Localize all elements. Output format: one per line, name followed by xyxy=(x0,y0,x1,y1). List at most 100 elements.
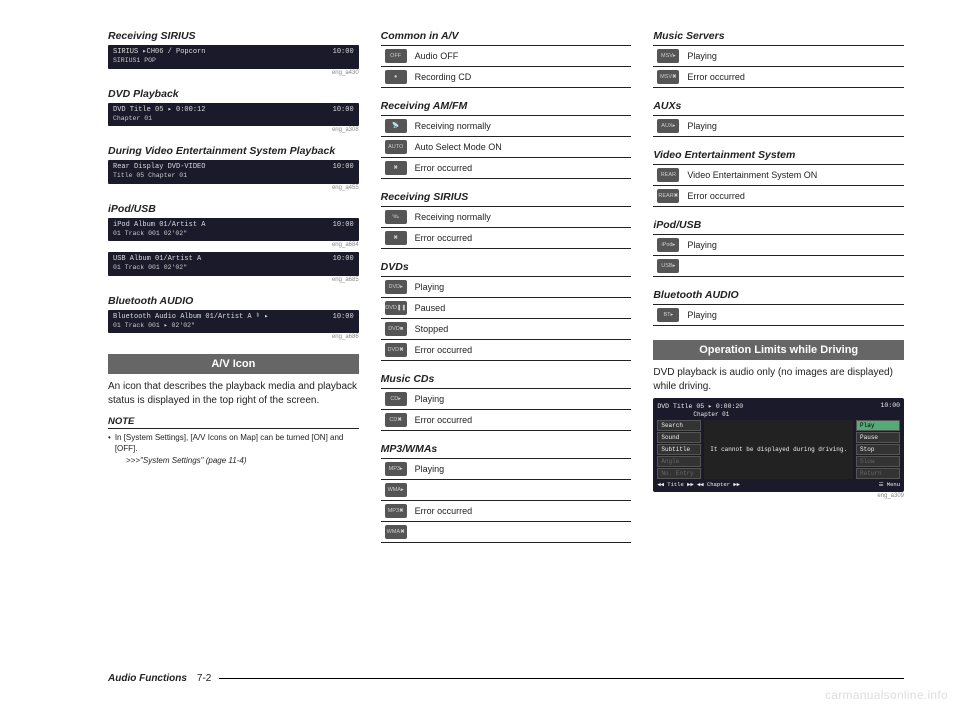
heading: AUXs xyxy=(653,100,904,112)
icon-section-sirius: Receiving SIRIUS 🛰Receiving normally✖Err… xyxy=(381,191,632,249)
image-ref: eng_a684 xyxy=(108,242,359,248)
menu-button: Search xyxy=(657,420,701,431)
image-ref: eng_a685 xyxy=(108,277,359,283)
menu-button: Subtitle xyxy=(657,444,701,455)
screen-text: Chapter 01 xyxy=(113,115,354,123)
paragraph: An icon that describes the playback medi… xyxy=(108,380,359,408)
table-row: DVD■Stopped xyxy=(381,319,632,340)
status-icon: USB▸ xyxy=(653,256,683,277)
status-label: Audio OFF xyxy=(411,46,632,67)
screenshot-ipod: iPod Album 01/Artist A 10:00 01 Track 00… xyxy=(108,218,359,242)
heading: Music Servers xyxy=(653,30,904,42)
note-text: In [System Settings], [A/V Icons on Map]… xyxy=(115,432,359,454)
screen-text: Rear Display DVD-VIDEO xyxy=(113,163,205,171)
status-icon: MSV▸ xyxy=(653,46,683,67)
icon-section-common: Common in A/V OFFAudio OFF●Recording CD xyxy=(381,30,632,88)
status-label: Error occurred xyxy=(411,158,632,179)
icon-table: 🛰Receiving normally✖Error occurred xyxy=(381,206,632,249)
status-icon: WMA▸ xyxy=(381,480,411,501)
watermark: carmanualsonline.info xyxy=(825,688,948,702)
table-row: WMA✖ xyxy=(381,522,632,543)
status-label: Video Entertainment System ON xyxy=(683,165,904,186)
icon-table: iPod▸PlayingUSB▸ xyxy=(653,234,904,277)
heading-dvd-playback: DVD Playback xyxy=(108,88,359,100)
image-ref: eng_a309 xyxy=(653,493,904,499)
icon-section-bt: Bluetooth AUDIO BT▸Playing xyxy=(653,289,904,326)
menu-button: No. Entry xyxy=(657,468,701,479)
screen-text: DVD Title 05 ▸ 0:00:20 xyxy=(657,402,743,410)
table-row: DVD▸Playing xyxy=(381,277,632,298)
menu-button: Return xyxy=(856,468,900,479)
note-heading: NOTE xyxy=(108,416,359,429)
screen-clock: 10:00 xyxy=(333,106,354,115)
status-label: Error occurred xyxy=(411,340,632,361)
status-label: Error occurred xyxy=(683,67,904,88)
table-row: 📡Receiving normally xyxy=(381,116,632,137)
footer-rule xyxy=(219,678,904,679)
heading: Receiving AM/FM xyxy=(381,100,632,112)
screenshot-usb: USB Album 01/Artist A 10:00 01 Track 001… xyxy=(108,252,359,276)
status-label: Error occurred xyxy=(411,228,632,249)
status-label xyxy=(411,480,632,501)
screen-clock: 10:00 xyxy=(333,313,354,322)
heading: iPod/USB xyxy=(653,219,904,231)
screenshot-bluetooth: Bluetooth Audio Album 01/Artist A ᵇ ▸ 10… xyxy=(108,310,359,334)
screen-clock: 10:00 xyxy=(333,48,354,57)
status-icon: DVD❚❚ xyxy=(381,298,411,319)
icon-table: DVD▸PlayingDVD❚❚PausedDVD■StoppedDVD✖Err… xyxy=(381,276,632,361)
menu-button: Play xyxy=(856,420,900,431)
status-icon: MP3✖ xyxy=(381,501,411,522)
icon-table: OFFAudio OFF●Recording CD xyxy=(381,45,632,88)
heading-bluetooth-audio: Bluetooth AUDIO xyxy=(108,295,359,307)
status-icon: DVD✖ xyxy=(381,340,411,361)
screen-clock: 10:00 xyxy=(333,163,354,172)
status-icon: 🛰 xyxy=(381,207,411,228)
status-icon: DVD■ xyxy=(381,319,411,340)
icon-section-auxs: AUXs AUX▸Playing xyxy=(653,100,904,137)
table-row: WMA▸ xyxy=(381,480,632,501)
table-row: BT▸Playing xyxy=(653,305,904,326)
table-row: MSV▸Playing xyxy=(653,46,904,67)
icon-table: AUX▸Playing xyxy=(653,115,904,137)
screen-text: USB Album 01/Artist A xyxy=(113,255,201,263)
icon-table: BT▸Playing xyxy=(653,304,904,326)
status-label: Playing xyxy=(411,459,632,480)
page-footer: Audio Functions 7-2 xyxy=(108,673,904,684)
table-row: 🛰Receiving normally xyxy=(381,207,632,228)
table-row: DVD✖Error occurred xyxy=(381,340,632,361)
screenshot-dvd-driving: DVD Title 05 ▸ 0:00:20 10:00 Chapter 01 … xyxy=(653,398,904,492)
footer-page-number: 7-2 xyxy=(197,673,211,684)
paragraph: DVD playback is audio only (no images ar… xyxy=(653,366,904,394)
heading-receiving-sirius: Receiving SIRIUS xyxy=(108,30,359,42)
screen-text: Chapter 01 xyxy=(693,411,900,418)
footer-section: Audio Functions xyxy=(108,673,187,684)
menu-button: Slow xyxy=(856,456,900,467)
image-ref: eng_a455 xyxy=(108,185,359,191)
icon-section-ves: Video Entertainment System REARVideo Ent… xyxy=(653,149,904,207)
screen-text: 01 Track 001 02'02" xyxy=(113,264,354,272)
status-icon: CD▸ xyxy=(381,389,411,410)
screen-text: 01 Track 001 ▸ 02'02" xyxy=(113,322,354,330)
status-icon: BT▸ xyxy=(653,305,683,326)
status-icon: CD✖ xyxy=(381,410,411,431)
heading: Bluetooth AUDIO xyxy=(653,289,904,301)
table-row: CD▸Playing xyxy=(381,389,632,410)
column-3: Music Servers MSV▸PlayingMSV✖Error occur… xyxy=(653,30,904,543)
image-ref: eng_a308 xyxy=(108,127,359,133)
table-row: ●Recording CD xyxy=(381,67,632,88)
table-row: CD✖Error occurred xyxy=(381,410,632,431)
status-icon: WMA✖ xyxy=(381,522,411,543)
status-label: Receiving normally xyxy=(411,207,632,228)
table-row: REAR✖Error occurred xyxy=(653,186,904,207)
status-label: Error occurred xyxy=(411,410,632,431)
status-icon: iPod▸ xyxy=(653,235,683,256)
bottom-controls: ◀◀ Title ▶▶ ◀◀ Chapter ▶▶ xyxy=(657,481,740,488)
status-label: Playing xyxy=(411,389,632,410)
status-label: Receiving normally xyxy=(411,116,632,137)
screen-clock: 10:00 xyxy=(333,255,354,264)
table-row: MP3▸Playing xyxy=(381,459,632,480)
screen-clock: 10:00 xyxy=(881,402,901,410)
heading: Receiving SIRIUS xyxy=(381,191,632,203)
screen-text: Bluetooth Audio Album 01/Artist A ᵇ ▸ xyxy=(113,313,268,321)
status-label: Auto Select Mode ON xyxy=(411,137,632,158)
